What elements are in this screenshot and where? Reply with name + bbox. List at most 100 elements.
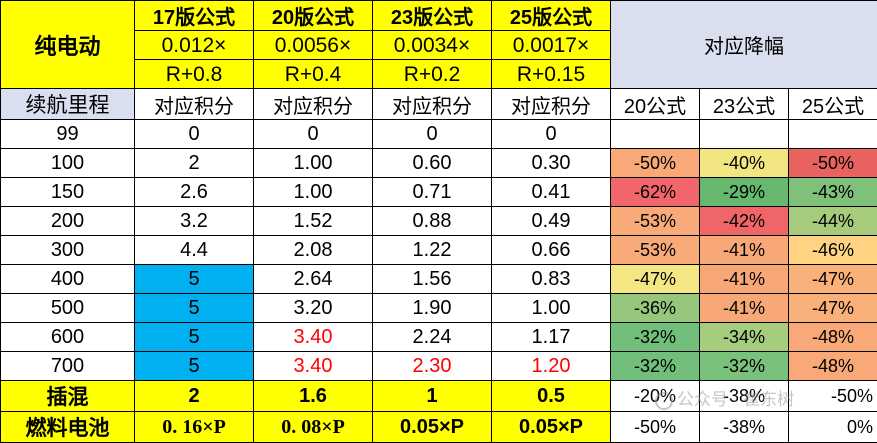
reduction-25-cell: -44% — [789, 207, 877, 236]
credit-23-cell: 1.56 — [373, 265, 492, 294]
pure-ev-header: 纯电动 — [1, 1, 135, 89]
reduction-20-cell: -36% — [611, 294, 700, 323]
credit-23-cell: 0.71 — [373, 178, 492, 207]
credit-25-cell: 1.00 — [492, 294, 611, 323]
fuelcell-reduction-25: 0% — [789, 412, 877, 443]
credit-header-17: 对应积分 — [135, 89, 254, 120]
table-row: 700 5 3.40 2.30 1.20 -32% -32% -48% — [1, 352, 877, 381]
credit-23-cell: 0 — [373, 120, 492, 149]
credit-25-cell: 0.66 — [492, 236, 611, 265]
credit-23-cell: 2.30 — [373, 352, 492, 381]
reduction-20-cell: -62% — [611, 178, 700, 207]
formula-23-name: 23版公式 — [373, 1, 492, 31]
reduction-20-cell: -53% — [611, 236, 700, 265]
credit-25-cell: 0.49 — [492, 207, 611, 236]
credit-20-cell: 0 — [254, 120, 373, 149]
range-cell: 600 — [1, 323, 135, 352]
range-cell: 99 — [1, 120, 135, 149]
credit-17-cell: 5 — [135, 323, 254, 352]
credit-25-cell: 0.30 — [492, 149, 611, 178]
formula-17-name: 17版公式 — [135, 1, 254, 31]
range-header: 续航里程 — [1, 89, 135, 120]
fuelcell-23-cell: 0.05×P — [373, 412, 492, 443]
table-row: 500 5 3.20 1.90 1.00 -36% -41% -47% — [1, 294, 877, 323]
fuelcell-reduction-23: -38% — [700, 412, 789, 443]
reduction-20-cell: -53% — [611, 207, 700, 236]
hybrid-reduction-25: -50% — [789, 381, 877, 412]
reduction-25-cell: -43% — [789, 178, 877, 207]
hybrid-reduction-20: -20% — [611, 381, 700, 412]
reduction-20-cell: -32% — [611, 323, 700, 352]
reduction-25-cell: -46% — [789, 236, 877, 265]
credit-20-cell: 2.64 — [254, 265, 373, 294]
reduction-header: 对应降幅 — [611, 1, 877, 89]
credit-20-cell: 3.40 — [254, 323, 373, 352]
range-cell: 100 — [1, 149, 135, 178]
credit-25-cell: 0 — [492, 120, 611, 149]
credit-25-cell: 0.41 — [492, 178, 611, 207]
credit-23-cell: 2.24 — [373, 323, 492, 352]
reduction-23-cell: -41% — [700, 236, 789, 265]
range-cell: 300 — [1, 236, 135, 265]
table-row: 400 5 2.64 1.56 0.83 -47% -41% -47% — [1, 265, 877, 294]
reduction-25-cell: -48% — [789, 352, 877, 381]
reduction-25-cell: -50% — [789, 149, 877, 178]
credit-20-cell: 3.20 — [254, 294, 373, 323]
reduction-header-20: 20公式 — [611, 89, 700, 120]
fuelcell-row: 燃料电池 0. 16×P 0. 08×P 0.05×P 0.05×P -50% … — [1, 412, 877, 443]
reduction-23-cell: -29% — [700, 178, 789, 207]
formula-25-line2: R+0.15 — [492, 60, 611, 89]
credit-25-cell: 1.17 — [492, 323, 611, 352]
reduction-20-cell — [611, 120, 700, 149]
hybrid-17-cell: 2 — [135, 381, 254, 412]
credit-17-cell: 4.4 — [135, 236, 254, 265]
fuelcell-20-cell: 0. 08×P — [254, 412, 373, 443]
range-cell: 400 — [1, 265, 135, 294]
table-row: 150 2.6 1.00 0.71 0.41 -62% -29% -43% — [1, 178, 877, 207]
reduction-23-cell: -42% — [700, 207, 789, 236]
range-cell: 700 — [1, 352, 135, 381]
reduction-25-cell: -47% — [789, 294, 877, 323]
formula-20-line2: R+0.4 — [254, 60, 373, 89]
hybrid-reduction-23: -38% — [700, 381, 789, 412]
formula-23-line2: R+0.2 — [373, 60, 492, 89]
credit-20-cell: 1.00 — [254, 178, 373, 207]
credit-23-cell: 0.88 — [373, 207, 492, 236]
credit-20-cell: 1.52 — [254, 207, 373, 236]
reduction-header-23: 23公式 — [700, 89, 789, 120]
fuelcell-reduction-20: -50% — [611, 412, 700, 443]
credit-17-cell: 2 — [135, 149, 254, 178]
reduction-23-cell: -41% — [700, 294, 789, 323]
table-row: 600 5 3.40 2.24 1.17 -32% -34% -48% — [1, 323, 877, 352]
formula-25-name: 25版公式 — [492, 1, 611, 31]
fuelcell-17-cell: 0. 16×P — [135, 412, 254, 443]
hybrid-row: 插混 2 1.6 1 0.5 -20% -38% -50% — [1, 381, 877, 412]
credit-20-cell: 2.08 — [254, 236, 373, 265]
range-cell: 150 — [1, 178, 135, 207]
credit-17-cell: 5 — [135, 265, 254, 294]
formula-23-line1: 0.0034× — [373, 31, 492, 60]
hybrid-20-cell: 1.6 — [254, 381, 373, 412]
credit-header-25: 对应积分 — [492, 89, 611, 120]
reduction-23-cell: -40% — [700, 149, 789, 178]
credit-header-20: 对应积分 — [254, 89, 373, 120]
hybrid-25-cell: 0.5 — [492, 381, 611, 412]
reduction-25-cell: -48% — [789, 323, 877, 352]
reduction-20-cell: -47% — [611, 265, 700, 294]
table-row: 200 3.2 1.52 0.88 0.49 -53% -42% -44% — [1, 207, 877, 236]
formula-20-name: 20版公式 — [254, 1, 373, 31]
formula-25-line1: 0.0017× — [492, 31, 611, 60]
reduction-25-cell — [789, 120, 877, 149]
reduction-header-25: 25公式 — [789, 89, 877, 120]
reduction-23-cell: -41% — [700, 265, 789, 294]
range-cell: 500 — [1, 294, 135, 323]
credit-17-cell: 3.2 — [135, 207, 254, 236]
credit-23-cell: 1.90 — [373, 294, 492, 323]
credit-20-cell: 3.40 — [254, 352, 373, 381]
credit-17-cell: 0 — [135, 120, 254, 149]
table-row: 100 2 1.00 0.60 0.30 -50% -40% -50% — [1, 149, 877, 178]
reduction-23-cell — [700, 120, 789, 149]
fuelcell-label: 燃料电池 — [1, 412, 135, 443]
hybrid-23-cell: 1 — [373, 381, 492, 412]
